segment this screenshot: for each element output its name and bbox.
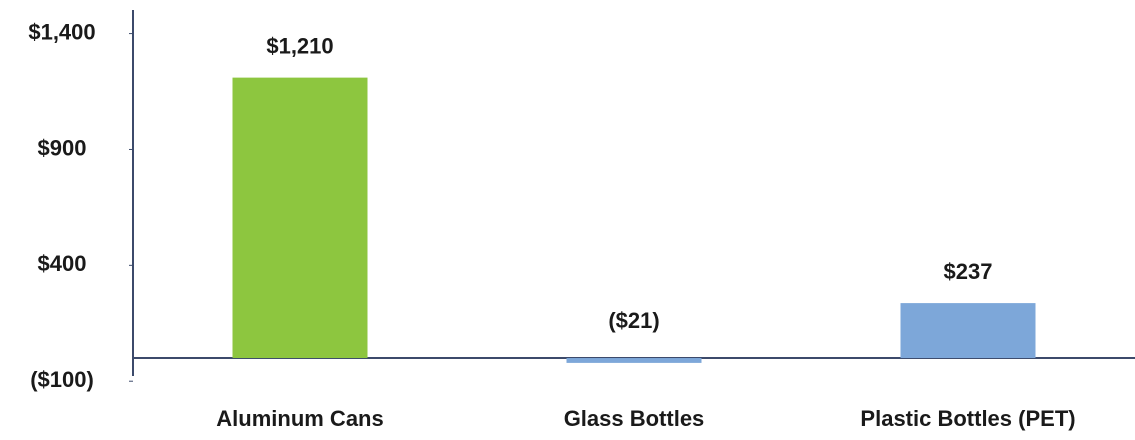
bar	[566, 358, 702, 363]
y-tick-label: ($100)	[30, 367, 94, 392]
y-tick-label: $900	[38, 135, 87, 160]
value-label: ($21)	[608, 308, 659, 333]
x-tick-label: Glass Bottles	[564, 406, 705, 431]
bar	[232, 77, 368, 359]
bar	[900, 303, 1036, 359]
x-tick-label: Aluminum Cans	[216, 406, 383, 431]
value-label: $1,210	[266, 33, 333, 58]
value-label: $237	[944, 259, 993, 284]
x-tick-label: Plastic Bottles (PET)	[860, 406, 1075, 431]
y-tick-label: $1,400	[28, 19, 95, 44]
y-tick-label: $400	[38, 251, 87, 276]
